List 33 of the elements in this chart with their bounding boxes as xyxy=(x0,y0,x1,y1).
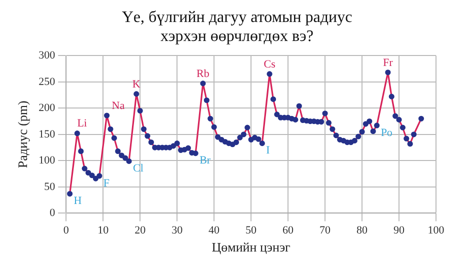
annotation: Li xyxy=(77,118,87,130)
y-tick-label: 100 xyxy=(38,154,56,167)
annotation: Cs xyxy=(264,58,276,70)
x-tick-label: 10 xyxy=(98,224,110,237)
y-tick-label: 250 xyxy=(38,76,56,88)
y-axis-title: Радиус (pm) xyxy=(15,100,30,168)
x-tick-label: 0 xyxy=(63,224,70,237)
x-tick-label: 40 xyxy=(208,224,220,237)
y-tick-label: 50 xyxy=(44,180,56,193)
annotation: Br xyxy=(200,154,211,167)
annotation: K xyxy=(132,78,140,90)
x-tick-label: 80 xyxy=(356,224,368,237)
y-tick-label: 150 xyxy=(38,128,56,140)
annotation: I xyxy=(266,144,270,157)
annotation: H xyxy=(74,195,82,208)
x-axis-title: Цөмийн цэнэг xyxy=(212,240,290,255)
annotation: F xyxy=(103,177,110,190)
annotation: Cl xyxy=(132,162,144,175)
x-tick-label: 70 xyxy=(320,224,332,237)
annotation: Fr xyxy=(383,56,394,69)
x-tick-label: 90 xyxy=(394,224,406,237)
chart-title: Үе, бүлгийн дагуу атомын радиус хэрхэн өөрчлөгдөх вэ? xyxy=(120,8,354,46)
annotation: Na xyxy=(112,100,125,112)
x-tick-label: 100 xyxy=(428,224,445,237)
x-tick-label: 30 xyxy=(172,224,184,237)
y-tick-label: 0 xyxy=(50,207,56,220)
annotation: Rb xyxy=(196,68,210,80)
annotation: Po xyxy=(380,126,393,139)
x-tick-label: 20 xyxy=(134,224,146,237)
y-tick-label: 200 xyxy=(38,102,56,114)
x-tick-label: 50 xyxy=(246,224,258,237)
x-tick-label: 60 xyxy=(282,224,294,237)
y-tick-label: 300 xyxy=(38,49,56,62)
